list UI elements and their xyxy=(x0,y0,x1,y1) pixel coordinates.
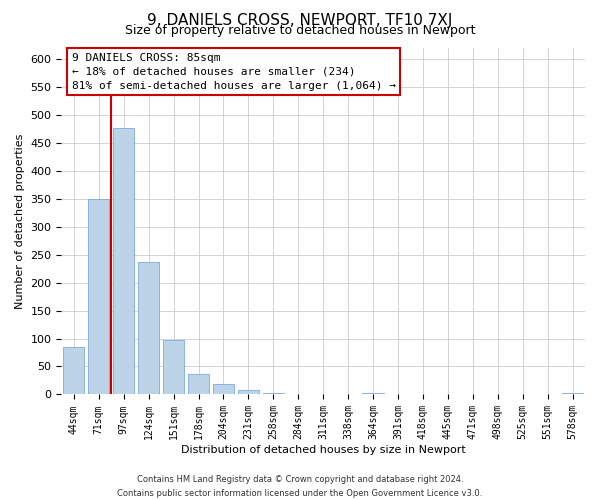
Bar xyxy=(113,128,134,394)
Text: 9 DANIELS CROSS: 85sqm
← 18% of detached houses are smaller (234)
81% of semi-de: 9 DANIELS CROSS: 85sqm ← 18% of detached… xyxy=(72,52,396,90)
Bar xyxy=(88,198,109,394)
Bar xyxy=(163,340,184,394)
Bar xyxy=(188,374,209,394)
Y-axis label: Number of detached properties: Number of detached properties xyxy=(15,134,25,308)
Text: 9, DANIELS CROSS, NEWPORT, TF10 7XJ: 9, DANIELS CROSS, NEWPORT, TF10 7XJ xyxy=(148,12,452,28)
Text: Size of property relative to detached houses in Newport: Size of property relative to detached ho… xyxy=(125,24,475,37)
Bar xyxy=(213,384,234,394)
Bar xyxy=(63,347,85,395)
Bar xyxy=(138,262,159,394)
Bar xyxy=(238,390,259,394)
X-axis label: Distribution of detached houses by size in Newport: Distribution of detached houses by size … xyxy=(181,445,466,455)
Bar xyxy=(362,393,383,394)
Text: Contains HM Land Registry data © Crown copyright and database right 2024.
Contai: Contains HM Land Registry data © Crown c… xyxy=(118,476,482,498)
